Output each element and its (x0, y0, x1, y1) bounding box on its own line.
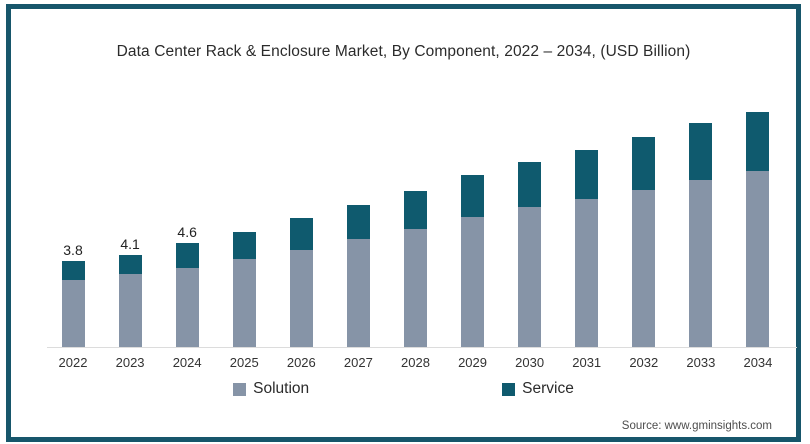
x-axis-tick-label: 2028 (401, 355, 430, 370)
stacked-bar (461, 175, 485, 347)
bar-group (445, 87, 501, 347)
x-axis-tick-label: 2027 (343, 355, 373, 370)
x-axis-tick-label: 2025 (229, 355, 259, 370)
bar-segment-solution (232, 259, 256, 347)
bar-segment-service (346, 205, 370, 239)
x-axis-tick-label: 2033 (686, 355, 716, 370)
bar-group (330, 87, 386, 347)
x-axis-tick-label: 2034 (743, 355, 773, 370)
x-axis-tick-label: 2029 (458, 355, 487, 370)
x-axis-tick-label: 2024 (172, 355, 202, 370)
bar-value-label: 4.1 (120, 236, 140, 252)
stacked-bar (175, 243, 199, 347)
bar-segment-service (746, 112, 770, 171)
bar-segment-solution (461, 217, 485, 347)
legend-item-service: Service (502, 380, 574, 398)
bar-group: 3.8 (45, 87, 101, 347)
bar-segment-service (632, 137, 656, 190)
bar-segment-solution (289, 250, 313, 347)
plot-area: 3.8 4.1 4.6 2022 2023 2024 2025 2026 2027 2028 20… (11, 9, 797, 437)
x-axis-labels: 2022 2023 2024 2025 2026 2027 2028 2029 2030 2031… (45, 355, 786, 370)
bar-value-label: 3.8 (63, 242, 83, 258)
bar-group (559, 87, 615, 347)
stacked-bar (632, 137, 656, 347)
legend-label-service: Service (522, 380, 574, 397)
bar-group: 4.6 (159, 87, 215, 347)
bar-segment-service (461, 175, 485, 217)
bar-series-container: 3.8 4.1 4.6 (45, 87, 786, 347)
x-axis-tick-label: 2032 (629, 355, 659, 370)
bar-segment-solution (118, 274, 142, 347)
bar-group (273, 87, 329, 347)
bar-segment-solution (518, 207, 542, 347)
bar-value-label: 4.6 (177, 224, 197, 240)
legend: Solution Service (11, 380, 796, 398)
bar-group (502, 87, 558, 347)
bar-segment-service (61, 261, 85, 280)
bar-group (387, 87, 443, 347)
x-axis-tick-label: 2030 (515, 355, 545, 370)
bar-group (673, 87, 729, 347)
solution-swatch-icon (233, 382, 247, 396)
x-axis-tick-label: 2026 (286, 355, 316, 370)
stacked-bar (403, 191, 427, 347)
stacked-bar (689, 123, 713, 347)
bar-group (216, 87, 272, 347)
legend-item-solution: Solution (233, 380, 309, 398)
bar-group (616, 87, 672, 347)
bar-segment-service (232, 232, 256, 259)
stacked-bar (346, 205, 370, 347)
bar-segment-solution (575, 199, 599, 347)
stacked-bar (518, 162, 542, 347)
source-attribution: Source: www.gminsights.com (621, 420, 772, 432)
bar-group: 4.1 (102, 87, 158, 347)
bar-segment-solution (346, 239, 370, 347)
chart-frame: Data Center Rack & Enclosure Market, By … (6, 4, 801, 442)
chart-title: Data Center Rack & Enclosure Market, By … (116, 43, 691, 60)
x-axis-tick-label: 2023 (115, 355, 145, 370)
bar-segment-solution (403, 229, 427, 347)
legend-label-solution: Solution (253, 380, 310, 397)
x-axis-tick-label: 2031 (572, 355, 602, 370)
bar-segment-service (175, 243, 199, 268)
bar-segment-service (689, 123, 713, 180)
x-axis-line (47, 347, 797, 348)
stacked-bar (575, 150, 599, 347)
stacked-bar (289, 218, 313, 347)
bar-segment-service (518, 162, 542, 207)
bar-segment-solution (175, 268, 199, 347)
stacked-bar (61, 261, 85, 347)
bar-segment-solution (632, 190, 656, 347)
bar-segment-service (403, 191, 427, 229)
bar-group (730, 87, 786, 347)
stacked-bar (118, 255, 142, 347)
bar-segment-service (289, 218, 313, 250)
bar-segment-service (575, 150, 599, 199)
x-axis-tick-label: 2022 (58, 355, 88, 370)
stacked-bar (232, 232, 256, 347)
bar-segment-solution (61, 280, 85, 347)
service-swatch-icon (502, 382, 516, 396)
bar-segment-solution (689, 180, 713, 347)
bar-segment-solution (746, 171, 770, 347)
stacked-bar (746, 112, 770, 347)
bar-segment-service (118, 255, 142, 274)
